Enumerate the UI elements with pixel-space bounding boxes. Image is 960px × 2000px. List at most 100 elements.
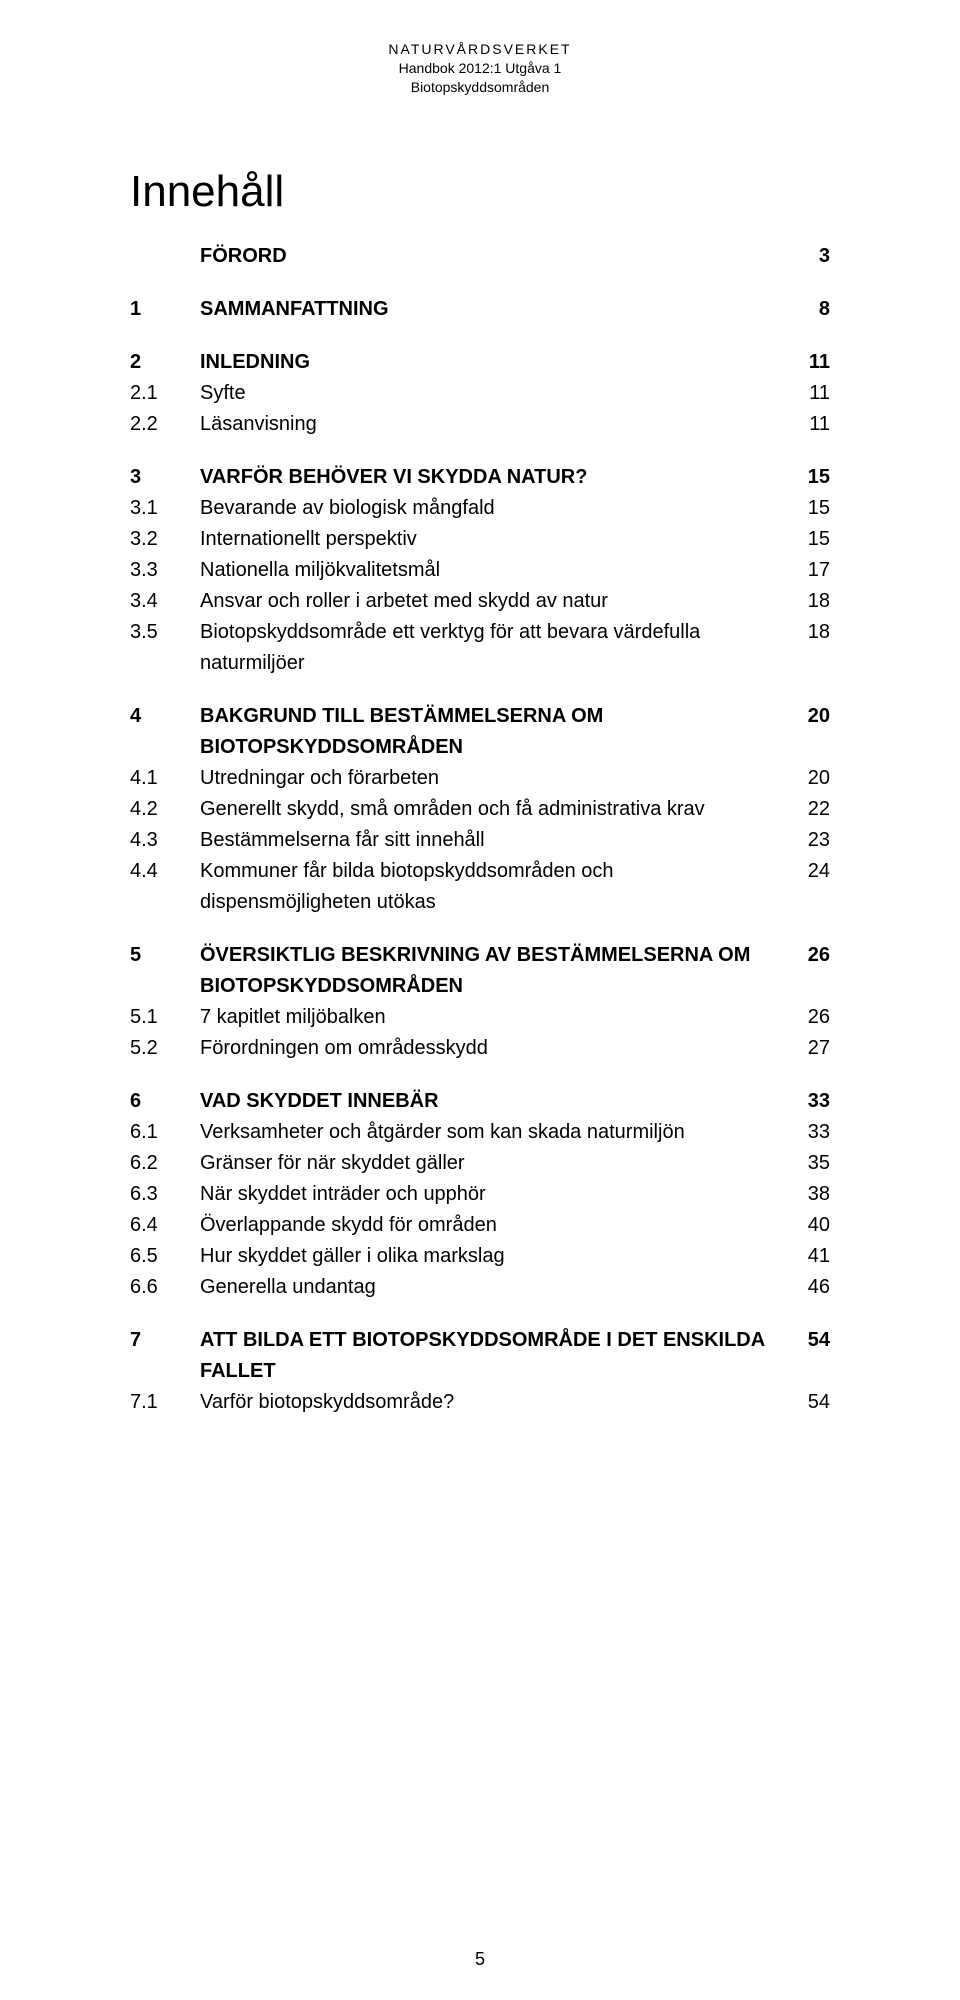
toc-text: ÖVERSIKTLIG BESKRIVNING AV BESTÄMMELSERN… <box>200 940 790 1002</box>
toc-page: 3 <box>790 241 830 272</box>
toc-text: Hur skyddet gäller i olika markslag <box>200 1241 790 1272</box>
toc-row: 5.17 kapitlet miljöbalken26 <box>130 1002 830 1033</box>
toc-row: 3.3Nationella miljökvalitetsmål17 <box>130 555 830 586</box>
toc-page: 11 <box>790 409 830 440</box>
toc-text: Bevarande av biologisk mångfald <box>200 493 790 524</box>
toc-group: 5ÖVERSIKTLIG BESKRIVNING AV BESTÄMMELSER… <box>130 940 830 1064</box>
toc-number: 6.2 <box>130 1148 200 1179</box>
toc-page: 54 <box>790 1387 830 1418</box>
toc-row: 3.1Bevarande av biologisk mångfald15 <box>130 493 830 524</box>
toc-number: 4.1 <box>130 763 200 794</box>
toc-text: Förordningen om områdesskydd <box>200 1033 790 1064</box>
toc-number: 3.4 <box>130 586 200 617</box>
toc-number: 3.3 <box>130 555 200 586</box>
toc-number: 3.1 <box>130 493 200 524</box>
toc-page: 22 <box>790 794 830 825</box>
toc-number: 5 <box>130 940 200 971</box>
toc-number: 4.2 <box>130 794 200 825</box>
toc-number: 7 <box>130 1325 200 1356</box>
toc-text: VARFÖR BEHÖVER VI SKYDDA NATUR? <box>200 462 790 493</box>
toc-row: 4.3Bestämmelserna får sitt innehåll23 <box>130 825 830 856</box>
toc-text: Biotopskyddsområde ett verktyg för att b… <box>200 617 790 679</box>
toc-text: Ansvar och roller i arbetet med skydd av… <box>200 586 790 617</box>
header-subject: Biotopskyddsområden <box>130 78 830 97</box>
toc-number: 6.1 <box>130 1117 200 1148</box>
toc-text: INLEDNING <box>200 347 790 378</box>
toc-row: 4.4Kommuner får bilda biotopskyddsområde… <box>130 856 830 918</box>
toc-page: 15 <box>790 493 830 524</box>
toc-row: 6.4Överlappande skydd för områden40 <box>130 1210 830 1241</box>
toc-row: 6.5Hur skyddet gäller i olika markslag41 <box>130 1241 830 1272</box>
header-org: NATURVÅRDSVERKET <box>130 40 830 59</box>
toc-row: 3.4Ansvar och roller i arbetet med skydd… <box>130 586 830 617</box>
toc-page: 33 <box>790 1117 830 1148</box>
toc-page: 33 <box>790 1086 830 1117</box>
toc-group: 4BAKGRUND TILL BESTÄMMELSERNA OM BIOTOPS… <box>130 701 830 918</box>
toc-row: 7ATT BILDA ETT BIOTOPSKYDDSOMRÅDE I DET … <box>130 1325 830 1387</box>
toc-text: Kommuner får bilda biotopskyddsområden o… <box>200 856 790 918</box>
toc-number: 6.5 <box>130 1241 200 1272</box>
toc-row: 3.2Internationellt perspektiv15 <box>130 524 830 555</box>
toc-page: 20 <box>790 763 830 794</box>
toc-row: 3.5Biotopskyddsområde ett verktyg för at… <box>130 617 830 679</box>
toc-page: 38 <box>790 1179 830 1210</box>
toc-number: 4.4 <box>130 856 200 887</box>
toc-text: Generella undantag <box>200 1272 790 1303</box>
toc-page: 27 <box>790 1033 830 1064</box>
toc-text: Bestämmelserna får sitt innehåll <box>200 825 790 856</box>
toc-text: Utredningar och förarbeten <box>200 763 790 794</box>
toc-number: 3.2 <box>130 524 200 555</box>
toc-row: 6.3När skyddet inträder och upphör38 <box>130 1179 830 1210</box>
toc-page: 35 <box>790 1148 830 1179</box>
toc-page: 54 <box>790 1325 830 1356</box>
toc-text: Verksamheter och åtgärder som kan skada … <box>200 1117 790 1148</box>
toc-number: 6.4 <box>130 1210 200 1241</box>
toc-page: 11 <box>790 347 830 378</box>
toc-group: 6VAD SKYDDET INNEBÄR336.1Verksamheter oc… <box>130 1086 830 1303</box>
toc-text: SAMMANFATTNING <box>200 294 790 325</box>
toc-page: 15 <box>790 462 830 493</box>
toc-page: 40 <box>790 1210 830 1241</box>
toc-row: 6.2Gränser för när skyddet gäller35 <box>130 1148 830 1179</box>
toc-text: Varför biotopskyddsområde? <box>200 1387 790 1418</box>
toc-text: 7 kapitlet miljöbalken <box>200 1002 790 1033</box>
toc-page: 18 <box>790 586 830 617</box>
toc-number: 3 <box>130 462 200 493</box>
toc-text: Generellt skydd, små områden och få admi… <box>200 794 790 825</box>
toc-row: 4.1Utredningar och förarbeten20 <box>130 763 830 794</box>
toc-row: 7.1Varför biotopskyddsområde?54 <box>130 1387 830 1418</box>
toc-page: 8 <box>790 294 830 325</box>
toc-row: 5.2Förordningen om områdesskydd27 <box>130 1033 830 1064</box>
document-page: NATURVÅRDSVERKET Handbok 2012:1 Utgåva 1… <box>0 0 960 2000</box>
toc-page: 17 <box>790 555 830 586</box>
toc-number: 3.5 <box>130 617 200 648</box>
toc-row: 4.2Generellt skydd, små områden och få a… <box>130 794 830 825</box>
toc-number: 2 <box>130 347 200 378</box>
toc-row: 1SAMMANFATTNING8 <box>130 294 830 325</box>
toc-text: När skyddet inträder och upphör <box>200 1179 790 1210</box>
toc-text: BAKGRUND TILL BESTÄMMELSERNA OM BIOTOPSK… <box>200 701 790 763</box>
toc-row: 4BAKGRUND TILL BESTÄMMELSERNA OM BIOTOPS… <box>130 701 830 763</box>
toc-page: 11 <box>790 378 830 409</box>
toc-page: 18 <box>790 617 830 648</box>
toc-page: 41 <box>790 1241 830 1272</box>
toc-text: Gränser för när skyddet gäller <box>200 1148 790 1179</box>
toc-text: ATT BILDA ETT BIOTOPSKYDDSOMRÅDE I DET E… <box>200 1325 790 1387</box>
toc-row: 2.2Läsanvisning11 <box>130 409 830 440</box>
toc-number: 6 <box>130 1086 200 1117</box>
toc-number: 6.3 <box>130 1179 200 1210</box>
toc-group: FÖRORD3 <box>130 241 830 272</box>
toc-group: 2INLEDNING112.1Syfte112.2Läsanvisning11 <box>130 347 830 440</box>
toc-row: 6.1Verksamheter och åtgärder som kan ska… <box>130 1117 830 1148</box>
table-of-contents: FÖRORD3 1SAMMANFATTNING8 2INLEDNING112.1Sy… <box>130 241 830 1418</box>
page-number: 5 <box>0 1949 960 1970</box>
toc-page: 20 <box>790 701 830 732</box>
toc-page: 15 <box>790 524 830 555</box>
toc-row: 2INLEDNING11 <box>130 347 830 378</box>
toc-number: 1 <box>130 294 200 325</box>
toc-row: FÖRORD3 <box>130 241 830 272</box>
toc-page: 24 <box>790 856 830 887</box>
toc-number: 4 <box>130 701 200 732</box>
document-header: NATURVÅRDSVERKET Handbok 2012:1 Utgåva 1… <box>130 40 830 97</box>
toc-row: 2.1Syfte11 <box>130 378 830 409</box>
